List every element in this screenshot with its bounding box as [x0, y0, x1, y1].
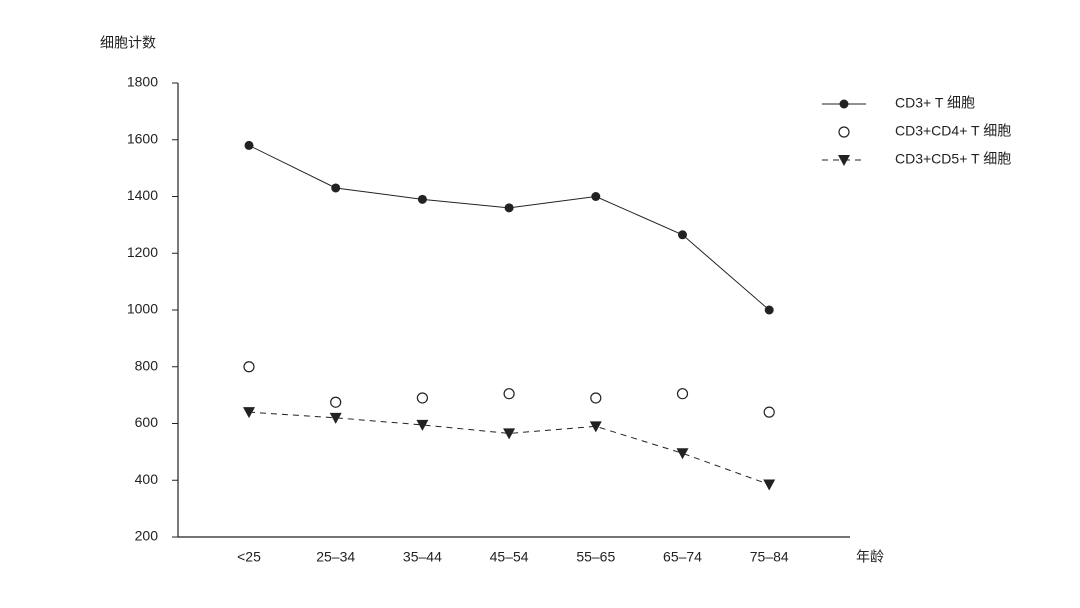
- legend-label: CD3+CD5+ T 细胞: [895, 151, 1011, 167]
- point: [838, 126, 850, 138]
- x-tick-label: <25: [237, 549, 261, 565]
- point: [503, 388, 515, 400]
- legend-label: CD3+ T 细胞: [895, 95, 975, 111]
- point: [416, 419, 429, 431]
- point: [590, 392, 602, 404]
- x-tick-label: 45–54: [490, 549, 529, 565]
- point: [417, 194, 427, 204]
- point: [676, 448, 689, 460]
- point: [764, 305, 774, 315]
- y-tick-label: 1600: [127, 130, 158, 146]
- point: [589, 421, 602, 433]
- x-tick-label: 35–44: [403, 549, 442, 565]
- y-tick-label: 400: [135, 471, 159, 487]
- point: [244, 140, 254, 150]
- y-tick-label: 1200: [127, 244, 158, 260]
- point: [243, 361, 255, 373]
- y-tick-label: 600: [135, 414, 159, 430]
- point: [839, 99, 849, 109]
- y-axis-label: 细胞计数: [100, 35, 156, 51]
- point: [416, 392, 428, 404]
- series-line: [248, 411, 770, 485]
- point: [330, 396, 342, 408]
- point: [504, 203, 514, 213]
- x-tick-label: 65–74: [663, 549, 702, 565]
- point: [678, 230, 687, 240]
- x-tick-label: 25–34: [316, 549, 355, 565]
- y-tick-label: 1800: [127, 74, 158, 90]
- y-tick-label: 200: [135, 528, 159, 544]
- point: [763, 479, 776, 491]
- point: [838, 155, 850, 166]
- legend-label: CD3+CD4+ T 细胞: [895, 123, 1011, 139]
- y-tick-label: 800: [135, 357, 159, 373]
- point: [676, 388, 689, 400]
- point: [331, 183, 341, 193]
- y-tick-label: 1000: [127, 301, 158, 317]
- x-axis-label: 年龄: [856, 549, 884, 565]
- point: [763, 406, 775, 418]
- series-line: [248, 144, 770, 311]
- point: [329, 412, 342, 424]
- x-tick-label: 75–84: [750, 549, 789, 565]
- x-tick-label: 55–65: [576, 549, 615, 565]
- y-tick-label: 1400: [127, 187, 158, 203]
- point: [243, 407, 255, 419]
- point: [591, 192, 601, 201]
- point: [503, 428, 516, 440]
